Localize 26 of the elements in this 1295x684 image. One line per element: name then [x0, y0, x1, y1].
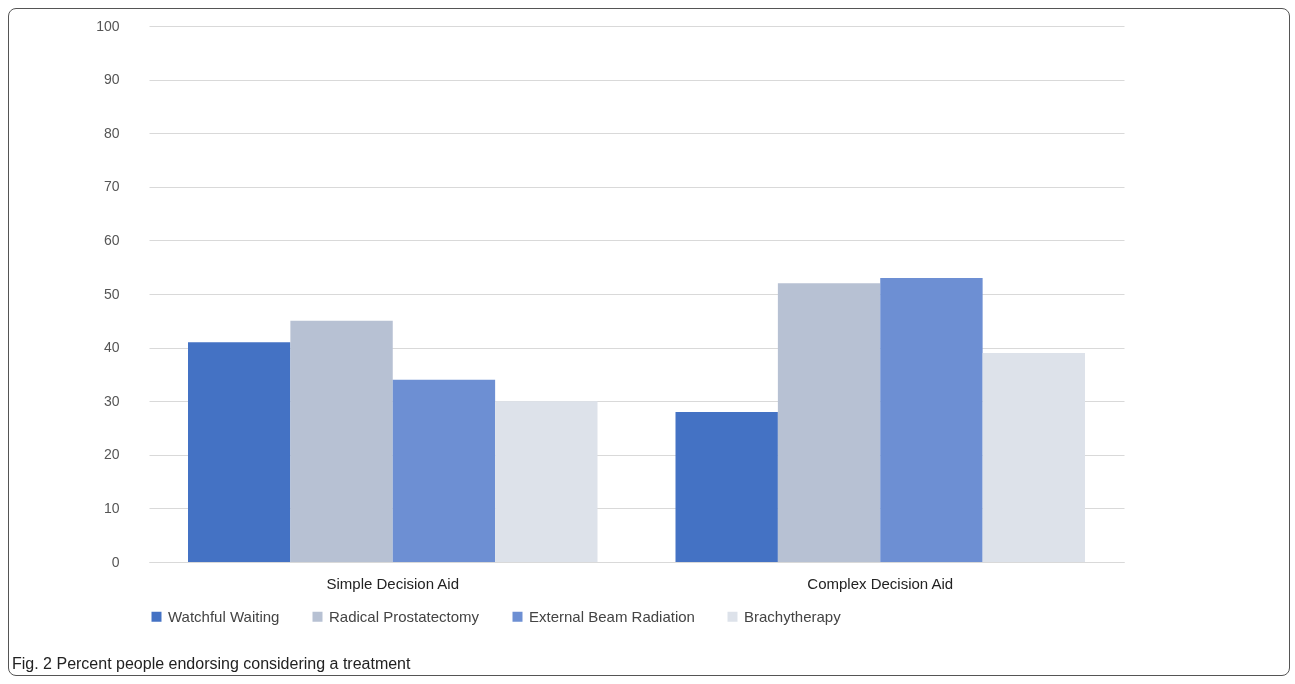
bar — [392, 379, 496, 562]
bar — [982, 352, 1085, 562]
y-tick-label: 50 — [103, 285, 120, 302]
y-tick-label: 0 — [111, 553, 120, 570]
bar — [290, 320, 393, 562]
y-tick-label: 40 — [103, 339, 120, 356]
y-tick-label: 20 — [103, 446, 120, 463]
y-tick-label: 30 — [103, 392, 120, 409]
x-tick-label: Simple Decision Aid — [326, 574, 460, 592]
legend-label: Brachytherapy — [744, 607, 842, 625]
bar — [188, 342, 291, 562]
bar — [675, 411, 778, 562]
bar — [880, 277, 983, 562]
y-tick-label: 70 — [103, 178, 120, 195]
legend-label: Radical Prostatectomy — [329, 607, 480, 625]
text: Fig. 2 Percent people endorsing considering a treatment — [12, 655, 411, 673]
y-tick-label: 100 — [96, 17, 120, 34]
y-tick-label: 90 — [103, 71, 120, 88]
bar — [777, 283, 881, 562]
legend-label: Watchful Waiting — [168, 607, 280, 625]
y-tick-label: 60 — [103, 231, 120, 248]
x-tick-label: Complex Decision Aid — [807, 574, 954, 592]
bar — [495, 401, 598, 562]
legend-label: External Beam Radiation — [529, 607, 695, 625]
y-tick-label: 80 — [103, 124, 120, 141]
y-tick-label: 10 — [103, 499, 120, 516]
